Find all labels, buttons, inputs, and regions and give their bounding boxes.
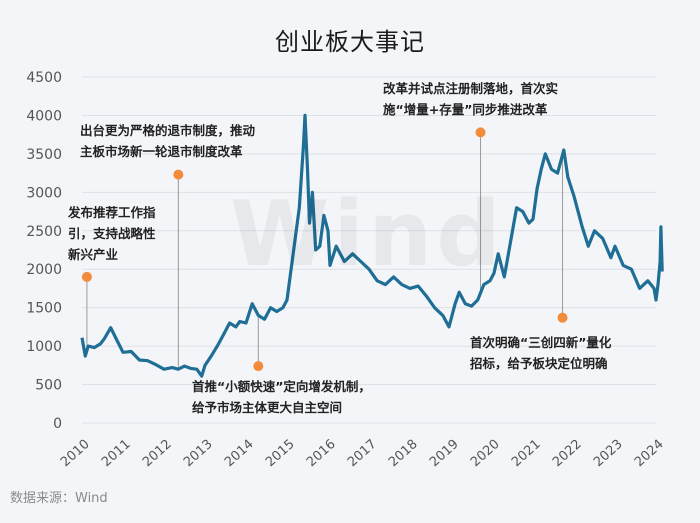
x-tick-label: 2024 (632, 437, 667, 470)
annotation-text: 改革并试点注册制落地，首次实 施“增量+存量”同步推进改革 (383, 81, 559, 117)
y-tick-label: 3500 (26, 147, 62, 163)
x-tick-label: 2022 (550, 437, 585, 470)
x-tick-label: 2011 (99, 437, 134, 470)
annotation-marker (557, 312, 568, 323)
y-tick-label: 2000 (26, 262, 62, 278)
y-tick-label: 500 (35, 378, 62, 394)
x-tick-label: 2019 (427, 437, 462, 470)
chart-title: 创业板大事记 (275, 28, 425, 56)
y-tick-label: 0 (53, 416, 62, 432)
x-tick-label: 2010 (58, 437, 93, 470)
y-tick-label: 4000 (26, 108, 62, 124)
annotation-text: 出台更为严格的退市制度，推动 主板市场新一轮退市制度改革 (80, 123, 256, 159)
y-tick-label: 1000 (26, 339, 62, 355)
x-tick-label: 2014 (222, 437, 257, 470)
data-source: 数据来源：Wind (10, 491, 108, 506)
y-tick-label: 2500 (26, 224, 62, 240)
annotation-text: 首次明确“三创四新”量化 招标，给予板块定位明确 (470, 335, 612, 371)
y-tick-label: 4500 (26, 70, 62, 86)
x-tick-label: 2016 (304, 437, 339, 470)
y-tick-label: 1500 (26, 301, 62, 317)
x-tick-label: 2013 (181, 437, 216, 470)
x-tick-label: 2018 (386, 437, 421, 470)
annotation-marker (81, 271, 92, 282)
x-tick-label: 2020 (468, 437, 503, 470)
x-tick-label: 2012 (140, 437, 175, 470)
annotation-text: 发布推荐工作指 引，支持战略性 新兴产业 (68, 205, 156, 262)
series-line (80, 113, 664, 378)
x-tick-label: 2017 (345, 437, 380, 470)
annotation-text: 首推“小额快速”定向增发机制， 给予市场主体更大自主空间 (192, 379, 371, 415)
x-tick-label: 2015 (263, 437, 298, 470)
watermark-logo: Wind (230, 182, 505, 287)
annotation-marker (475, 127, 486, 138)
annotation-marker (173, 169, 184, 180)
x-tick-label: 2021 (509, 437, 544, 470)
y-tick-label: 3000 (26, 185, 62, 201)
annotation-marker (253, 361, 264, 372)
x-tick-label: 2023 (591, 437, 626, 470)
